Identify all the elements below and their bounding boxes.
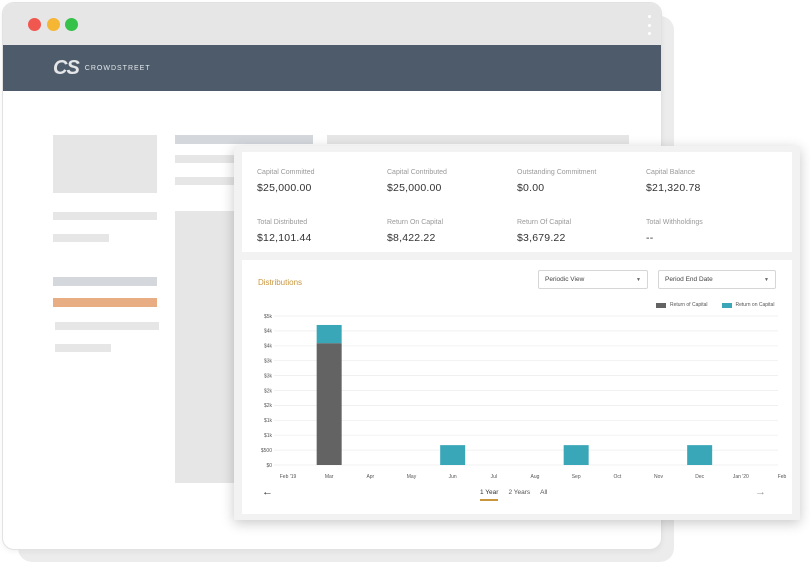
y-tick-label: $4k <box>264 329 273 335</box>
placeholder-line <box>55 322 159 330</box>
range-tab-all[interactable]: All <box>540 489 548 496</box>
select-value: Periodic View <box>545 276 585 283</box>
y-tick-label: $4k <box>264 344 273 350</box>
placeholder-line <box>175 177 243 185</box>
x-tick-label: Oct <box>613 474 621 480</box>
y-tick-label: $2k <box>264 388 273 394</box>
period-end-date-select[interactable]: Period End Date ▼ <box>658 270 776 289</box>
stat-value: $8,422.22 <box>387 232 436 244</box>
investment-summary-card: Capital Committed $25,000.00 Capital Con… <box>234 146 800 520</box>
stat-value: $25,000.00 <box>387 182 442 194</box>
chevron-down-icon: ▼ <box>636 277 641 283</box>
bar-return-on-capital <box>687 445 713 465</box>
x-tick-label: Dec <box>695 474 704 480</box>
y-tick-label: $1k <box>264 418 273 424</box>
x-tick-label: Sep <box>572 474 581 480</box>
legend-label: Return on Capital <box>735 302 775 308</box>
x-tick-label: Feb '19 <box>280 474 297 480</box>
stat-label: Outstanding Commitment <box>517 169 597 176</box>
stat-label: Return Of Capital <box>517 219 572 226</box>
brand-logo[interactable]: CS CROWDSTREET <box>53 57 151 80</box>
placeholder-line <box>53 212 157 220</box>
stat-value: $25,000.00 <box>257 182 312 194</box>
stat-capital-committed: Capital Committed $25,000.00 <box>257 169 387 194</box>
placeholder-line <box>55 344 111 352</box>
stat-value: $0.00 <box>517 182 545 194</box>
range-tabs: 1 Year 2 Years All <box>480 489 548 501</box>
stat-value: $12,101.44 <box>257 232 312 244</box>
x-tick-label: Aug <box>531 474 540 480</box>
placeholder-heading <box>175 135 313 144</box>
y-tick-label: $1k <box>264 433 273 439</box>
placeholder-line <box>327 135 629 144</box>
stat-total-distributed: Total Distributed $12,101.44 <box>257 219 387 244</box>
legend-swatch-return-on-capital <box>721 302 732 308</box>
placeholder-line <box>53 234 109 242</box>
stat-outstanding-commitment: Outstanding Commitment $0.00 <box>517 169 647 194</box>
maximize-window-button[interactable] <box>65 18 78 31</box>
y-tick-label: $3k <box>264 373 273 379</box>
bar-return-of-capital <box>316 343 342 465</box>
stat-value: -- <box>646 232 654 244</box>
placeholder-nav-item-active <box>53 298 157 307</box>
chart-legend: Return of Capital Return on Capital <box>656 302 774 308</box>
bar-return-on-capital <box>316 324 342 344</box>
stat-label: Total Distributed <box>257 219 308 226</box>
minimize-window-button[interactable] <box>47 18 60 31</box>
x-tick-label: Feb <box>778 474 787 480</box>
x-tick-label: Mar <box>325 474 334 480</box>
stat-label: Total Withholdings <box>646 219 703 226</box>
stat-label: Capital Committed <box>257 169 315 176</box>
x-tick-label: Nov <box>654 474 663 480</box>
logo-text: CROWDSTREET <box>84 65 151 72</box>
app-header: CS CROWDSTREET <box>3 45 661 91</box>
placeholder-image <box>53 135 157 193</box>
range-tab-2-years[interactable]: 2 Years <box>508 489 531 496</box>
placeholder-nav-item <box>53 277 157 286</box>
x-tick-label: Jan '20 <box>733 474 749 480</box>
logo-mark: CS <box>53 57 80 79</box>
close-window-button[interactable] <box>28 18 41 31</box>
x-tick-label: May <box>407 474 417 480</box>
y-tick-label: $3k <box>264 359 273 365</box>
x-tick-label: Jul <box>491 474 497 480</box>
bar-return-on-capital <box>563 445 589 465</box>
stat-capital-balance: Capital Balance $21,320.78 <box>646 169 776 194</box>
title-bar <box>3 3 661 45</box>
stat-capital-contributed: Capital Contributed $25,000.00 <box>387 169 517 194</box>
stat-label: Return On Capital <box>387 219 444 226</box>
x-tick-label: Apr <box>366 474 374 480</box>
kebab-icon[interactable] <box>647 15 651 35</box>
capital-stats: Capital Committed $25,000.00 Capital Con… <box>242 152 792 252</box>
stat-value: $21,320.78 <box>646 182 701 194</box>
y-tick-label: $500 <box>261 448 272 454</box>
placeholder-panel <box>175 211 239 483</box>
stat-label: Capital Balance <box>646 169 696 176</box>
chart-footer: ← 1 Year 2 Years All → <box>242 486 792 506</box>
stat-value: $3,679.22 <box>517 232 566 244</box>
distributions-chart: $0 $500 $1k $1k $2k $2k $3k $3k $4k $4k $5k Feb '19… <box>261 314 787 480</box>
select-value: Period End Date <box>665 276 713 283</box>
arrow-left-icon[interactable]: ← <box>262 486 273 498</box>
legend-label: Return of Capital <box>670 302 708 308</box>
y-tick-label: $2k <box>264 403 273 409</box>
chevron-down-icon: ▼ <box>764 277 769 283</box>
stat-total-withholdings: Total Withholdings -- <box>646 219 776 244</box>
legend-swatch-return-of-capital <box>656 302 666 308</box>
y-tick-label: $0 <box>266 463 272 469</box>
placeholder-line <box>175 155 243 163</box>
distributions-title: Distributions <box>258 278 303 287</box>
bar-return-on-capital <box>440 445 466 465</box>
stat-return-on-capital: Return On Capital $8,422.22 <box>387 219 517 244</box>
x-tick-label: Jun <box>449 474 457 480</box>
stat-label: Capital Contributed <box>387 169 447 176</box>
distributions-panel: Distributions Periodic View ▼ Period End… <box>242 260 792 514</box>
range-tab-1-year[interactable]: 1 Year <box>480 489 499 501</box>
y-tick-label: $5k <box>264 314 273 320</box>
stat-return-of-capital: Return Of Capital $3,679.22 <box>517 219 647 244</box>
arrow-right-icon[interactable]: → <box>755 486 766 498</box>
periodic-view-select[interactable]: Periodic View ▼ <box>538 270 648 289</box>
